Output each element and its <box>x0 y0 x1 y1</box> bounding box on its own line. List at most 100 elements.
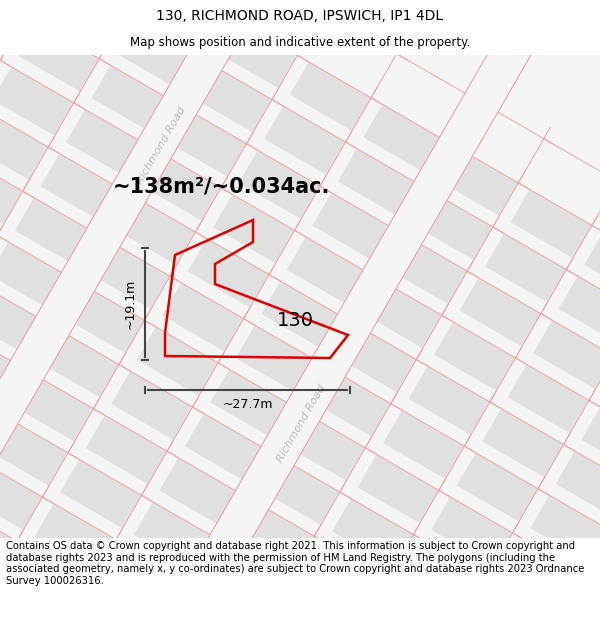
Polygon shape <box>15 198 97 267</box>
Polygon shape <box>0 0 423 625</box>
Polygon shape <box>0 67 74 136</box>
Polygon shape <box>92 65 173 134</box>
Polygon shape <box>0 330 20 399</box>
Text: ~27.7m: ~27.7m <box>222 398 273 411</box>
Polygon shape <box>239 150 320 219</box>
Polygon shape <box>143 0 224 46</box>
Polygon shape <box>338 149 419 218</box>
Polygon shape <box>431 497 512 566</box>
Polygon shape <box>60 459 142 528</box>
Polygon shape <box>208 544 289 613</box>
Polygon shape <box>530 495 600 564</box>
Polygon shape <box>482 409 563 478</box>
Text: 130, RICHMOND ROAD, IPSWICH, IP1 4DL: 130, RICHMOND ROAD, IPSWICH, IP1 4DL <box>157 9 443 24</box>
Polygon shape <box>406 541 487 610</box>
Polygon shape <box>182 589 263 625</box>
Polygon shape <box>511 189 592 258</box>
Polygon shape <box>0 592 65 625</box>
Polygon shape <box>114 196 196 265</box>
Polygon shape <box>386 235 467 304</box>
Polygon shape <box>12 372 94 442</box>
Polygon shape <box>109 546 190 615</box>
Polygon shape <box>0 0 51 5</box>
Polygon shape <box>262 281 343 350</box>
Polygon shape <box>485 234 566 302</box>
Polygon shape <box>313 192 394 262</box>
Polygon shape <box>160 458 241 527</box>
Polygon shape <box>18 22 99 92</box>
Polygon shape <box>66 109 148 178</box>
Polygon shape <box>584 232 600 301</box>
Polygon shape <box>307 542 388 612</box>
Polygon shape <box>211 369 292 438</box>
Polygon shape <box>259 456 340 525</box>
Polygon shape <box>437 147 518 216</box>
Polygon shape <box>86 415 167 484</box>
Polygon shape <box>533 320 600 389</box>
Text: ~19.1m: ~19.1m <box>124 279 137 329</box>
Polygon shape <box>0 461 43 530</box>
Polygon shape <box>380 585 461 625</box>
Text: Contains OS data © Crown copyright and database right 2021. This information is : Contains OS data © Crown copyright and d… <box>6 541 584 586</box>
Text: Richmond Road: Richmond Road <box>135 106 188 186</box>
Polygon shape <box>0 111 48 180</box>
Polygon shape <box>264 106 346 175</box>
Polygon shape <box>457 452 538 522</box>
Polygon shape <box>137 327 218 396</box>
Polygon shape <box>0 0 26 49</box>
Polygon shape <box>236 325 317 394</box>
Polygon shape <box>290 62 371 131</box>
Polygon shape <box>581 407 600 476</box>
Polygon shape <box>0 505 17 574</box>
Polygon shape <box>134 502 215 571</box>
Polygon shape <box>35 504 116 572</box>
Polygon shape <box>213 194 295 263</box>
Polygon shape <box>89 240 170 309</box>
Polygon shape <box>41 154 122 222</box>
Polygon shape <box>0 417 68 486</box>
Polygon shape <box>0 242 71 311</box>
Polygon shape <box>165 107 247 177</box>
Polygon shape <box>434 322 515 391</box>
Text: Richmond Road: Richmond Road <box>275 382 328 464</box>
Polygon shape <box>556 451 600 520</box>
Polygon shape <box>559 276 600 345</box>
Polygon shape <box>284 412 365 481</box>
Polygon shape <box>233 500 314 569</box>
Polygon shape <box>361 279 442 348</box>
Polygon shape <box>335 324 416 392</box>
Polygon shape <box>281 587 362 625</box>
Polygon shape <box>185 414 266 482</box>
Polygon shape <box>479 584 560 625</box>
Polygon shape <box>310 368 391 437</box>
Polygon shape <box>460 278 541 347</box>
Polygon shape <box>140 152 221 221</box>
Polygon shape <box>162 282 244 352</box>
Text: 130: 130 <box>277 311 314 329</box>
Polygon shape <box>65 0 600 625</box>
Polygon shape <box>63 284 145 353</box>
Polygon shape <box>0 155 23 224</box>
Polygon shape <box>578 582 600 625</box>
Polygon shape <box>83 590 164 625</box>
Text: ~138m²/~0.034ac.: ~138m²/~0.034ac. <box>113 177 331 197</box>
Polygon shape <box>111 371 193 440</box>
Polygon shape <box>9 548 91 617</box>
Polygon shape <box>364 104 445 173</box>
Polygon shape <box>0 286 46 355</box>
Polygon shape <box>409 366 490 435</box>
Polygon shape <box>43 0 125 48</box>
Polygon shape <box>358 454 439 523</box>
Polygon shape <box>287 237 368 306</box>
Polygon shape <box>508 364 589 433</box>
Text: Map shows position and indicative extent of the property.: Map shows position and indicative extent… <box>130 36 470 49</box>
Polygon shape <box>383 410 464 479</box>
Polygon shape <box>216 19 298 88</box>
Polygon shape <box>505 539 586 608</box>
Polygon shape <box>332 499 413 568</box>
Polygon shape <box>188 239 269 308</box>
Polygon shape <box>38 329 119 398</box>
Polygon shape <box>117 21 199 90</box>
Polygon shape <box>412 191 493 260</box>
Polygon shape <box>69 0 150 3</box>
